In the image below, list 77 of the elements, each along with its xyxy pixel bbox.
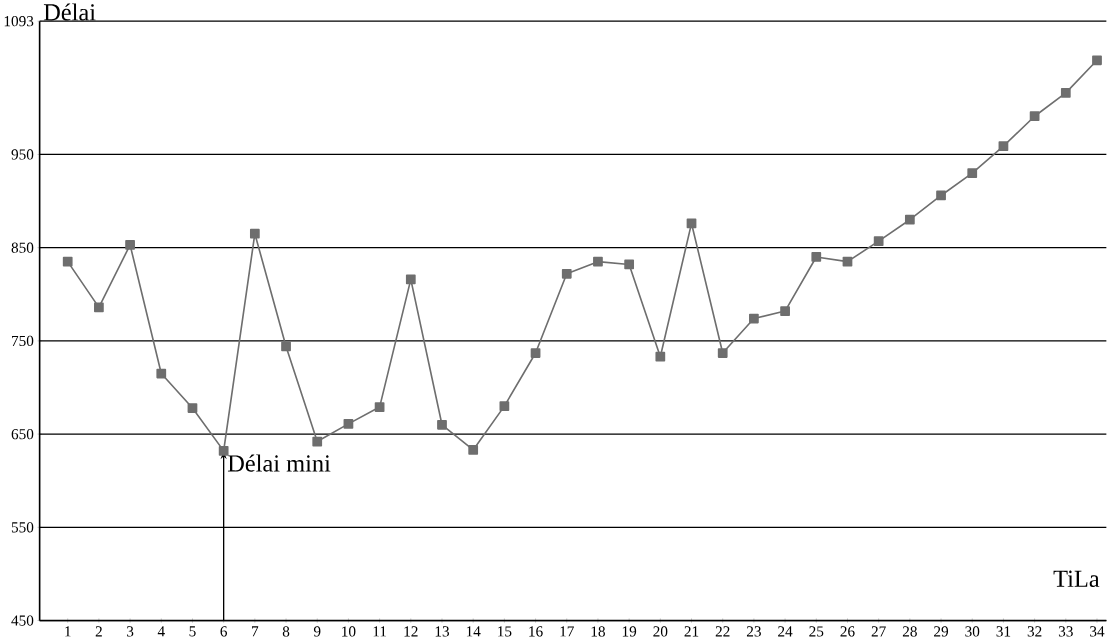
x-tick-label: 34 (1090, 626, 1105, 637)
x-tick-label: 25 (809, 626, 824, 637)
annotation: Délai mini (227, 454, 331, 472)
x-tick-label: 9 (313, 626, 321, 637)
x-tick-label: 21 (684, 626, 699, 637)
y-tick-label: 850 (11, 242, 34, 253)
y-axis-title: Délai (43, 3, 96, 21)
y-tick-label: 750 (12, 335, 34, 347)
point (842, 256, 853, 267)
x-tick-label: 11 (373, 626, 387, 637)
x-tick-label: 2 (95, 626, 102, 637)
point (749, 313, 759, 324)
x-tick-label: 28 (902, 626, 917, 637)
x-tick-label: 13 (435, 626, 450, 637)
x-tick-label: 4 (157, 626, 165, 637)
x-tick-label: 8 (282, 626, 290, 637)
point (530, 348, 541, 358)
x-tick-label: 17 (560, 626, 574, 637)
x-tick-label: 3 (127, 626, 134, 637)
x-tick-label: 1 (65, 626, 71, 637)
point (593, 256, 603, 267)
point (624, 259, 635, 270)
point (218, 446, 229, 456)
x-tick-label: 12 (404, 626, 418, 637)
point (187, 403, 198, 413)
x-axis-title: TiLa (1053, 570, 1100, 587)
point (561, 268, 572, 279)
x-tick-label: 7 (252, 626, 259, 637)
y-tick-label: 650 (11, 428, 34, 440)
y-tick-label: 550 (11, 522, 34, 533)
x-tick-label: 22 (715, 626, 730, 637)
x-tick-label: 14 (466, 626, 481, 637)
x-tick-label: 26 (840, 626, 855, 637)
x-tick-label: 5 (189, 626, 196, 637)
point (156, 368, 167, 379)
point (1092, 55, 1102, 66)
y-tick-label: 1093 (4, 16, 34, 27)
point (967, 168, 978, 178)
y-tick-label: 950 (11, 149, 34, 160)
y-tick-label: 450 (11, 615, 34, 626)
x-tick-label: 23 (746, 626, 761, 637)
point (655, 351, 666, 362)
x-tick-label: 10 (342, 626, 356, 637)
x-tick-label: 20 (653, 626, 668, 637)
point (374, 402, 385, 412)
x-tick-label: 33 (1058, 626, 1073, 637)
point (998, 141, 1009, 151)
point (717, 348, 728, 358)
x-tick-label: 6 (220, 626, 228, 637)
point (125, 240, 135, 250)
x-tick-label: 31 (996, 626, 1011, 637)
point (62, 256, 73, 267)
x-tick-label: 19 (622, 626, 637, 637)
point (499, 401, 510, 412)
point (437, 419, 447, 430)
x-tick-label: 27 (871, 626, 886, 637)
point (1060, 88, 1071, 98)
point (1029, 111, 1040, 122)
point (312, 436, 323, 447)
x-tick-label: 15 (498, 626, 512, 637)
point (405, 274, 416, 285)
point (780, 306, 790, 316)
point (904, 214, 915, 225)
point (94, 302, 104, 313)
point (343, 418, 354, 429)
x-tick-label: 24 (778, 626, 793, 637)
point (811, 252, 822, 262)
x-tick-label: 18 (591, 626, 605, 637)
x-tick-label: 30 (965, 626, 980, 637)
point (468, 445, 479, 455)
x-tick-label: 16 (529, 626, 543, 637)
point (281, 341, 291, 352)
point (873, 236, 884, 247)
x-tick-label: 29 (934, 626, 949, 637)
x-tick-label: 32 (1027, 626, 1042, 637)
point (936, 190, 946, 201)
point (249, 228, 260, 239)
